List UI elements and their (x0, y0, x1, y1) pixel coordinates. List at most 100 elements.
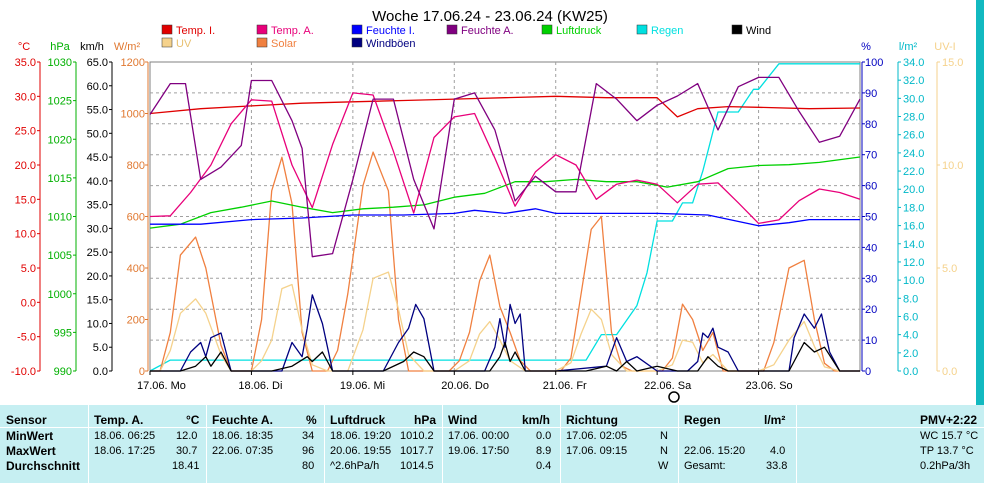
tick-label-solar: 600 (127, 212, 145, 224)
tick-label-solar: 0 (139, 366, 145, 378)
dir-value: N (660, 430, 668, 442)
legend-label: Windböen (366, 38, 416, 50)
legend-swatch (351, 24, 363, 35)
header-wind: Wind (448, 413, 478, 427)
tick-label-solar: 400 (127, 263, 145, 275)
tick-label-hum: 90 (865, 88, 877, 100)
x-tick-label: 20.06. Do (441, 380, 489, 392)
table-divider (206, 405, 207, 483)
series-line-temp-a- (149, 92, 861, 225)
series-line-wind (150, 341, 860, 372)
tick-label-rain: 30.0 (903, 93, 924, 105)
wind-time: 19.06. 17:50 (448, 445, 510, 457)
tick-label-temp: 20.0 (15, 160, 36, 172)
hum-value: 96 (302, 445, 315, 457)
tick-label-solar: 1000 (121, 109, 145, 121)
tick-label-press: 1030 (48, 57, 72, 69)
tick-label-wind: 10.0 (87, 318, 108, 330)
legend-label: UV (176, 38, 192, 50)
tick-label-press: 1010 (48, 212, 72, 224)
tick-label-wind: 55.0 (87, 105, 108, 117)
tick-label-temp: 15.0 (15, 194, 36, 206)
rain-value: 33.8 (766, 460, 788, 472)
press-value: 1010.2 (400, 430, 434, 442)
legend-swatch (446, 24, 458, 35)
dir-time: 17.06. 02:05 (566, 430, 628, 442)
row-label: MinWert (6, 429, 54, 443)
series-line-regen (149, 63, 860, 372)
cursor-marker-icon[interactable] (668, 391, 680, 403)
tick-label-wind: 35.0 (87, 200, 108, 212)
wind-value: 0.0 (536, 430, 552, 442)
table-divider (324, 405, 325, 483)
hum-value: 34 (302, 430, 315, 442)
tick-label-rain: 18.0 (903, 202, 924, 214)
tick-label-rain: 8.0 (903, 293, 918, 305)
row-label: MaxWert (6, 444, 56, 458)
legend-label: Luftdruck (556, 25, 602, 37)
table-divider (88, 405, 89, 483)
press-time: 20.06. 19:55 (330, 445, 392, 457)
temp-value: 30.7 (176, 445, 198, 457)
header-wind-unit: km/h (522, 413, 551, 427)
tick-label-wind: 40.0 (87, 176, 108, 188)
legend-swatch (161, 24, 173, 35)
tick-label-hum: 20 (865, 304, 877, 316)
press-time: ^2.6hPa/h (330, 460, 380, 472)
x-tick-label: 17.06. Mo (137, 380, 186, 392)
press-value: 1014.5 (400, 460, 434, 472)
x-axis-labels: 17.06. Mo 18.06. Di 19.06. Mi 20.06. Do 21.0… (137, 371, 793, 392)
dir-time: 17.06. 09:15 (566, 445, 628, 457)
axis-label-rain: l/m² (899, 41, 918, 53)
tick-label-rain: 34.0 (903, 57, 924, 69)
axis-label-press: hPa (50, 41, 70, 53)
x-tick-label: 22.06. Sa (644, 380, 692, 392)
header-hum: Feuchte A. (212, 413, 273, 427)
header-sensor: Sensor (6, 413, 47, 427)
hum-time: 18.06. 18:35 (212, 430, 274, 442)
tick-label-wind: 65.0 (87, 57, 108, 69)
legend-label: Feuchte I. (366, 25, 415, 37)
tick-label-rain: 6.0 (903, 311, 918, 323)
dir-value: W (658, 460, 669, 472)
axes: °C 35.0 30.0 25.0 20.0 15.0 10.0 5.0 0.0 -5.0 -10.… (11, 41, 964, 378)
legend-swatch (161, 37, 173, 48)
legend-swatch (636, 24, 648, 35)
tick-label-wind: 5.0 (93, 342, 108, 354)
tick-label-press: 990 (54, 366, 72, 378)
x-tick-label: 21.06. Fr (543, 380, 587, 392)
temp-value: 12.0 (176, 430, 198, 442)
temp-time: 18.06. 06:25 (94, 430, 156, 442)
extra-value: TP 13.7 °C (920, 445, 974, 457)
tick-label-temp: -5.0 (17, 332, 36, 344)
weather-chart: Woche 17.06.24 - 23.06.24 (KW25) Temp. I… (11, 8, 964, 403)
legend: Temp. I. Temp. A. Feuchte I. Feuchte A. Luft… (161, 24, 771, 50)
tick-label-temp: 10.0 (15, 229, 36, 241)
plot-grid (149, 61, 861, 372)
legend-swatch (256, 37, 268, 48)
legend-label: Regen (651, 25, 683, 37)
axis-label-solar: W/m² (114, 41, 141, 53)
table-divider (560, 405, 561, 483)
table-divider (678, 405, 679, 483)
chart-title: Woche 17.06.24 - 23.06.24 (KW25) (372, 8, 608, 25)
table-divider (442, 405, 443, 483)
tick-label-wind: 60.0 (87, 81, 108, 93)
tick-label-solar: 1200 (121, 57, 145, 69)
tick-label-hum: 30 (865, 273, 877, 285)
series-line-feuchte-i- (150, 208, 860, 227)
extra-value: 0.2hPa/3h (920, 460, 971, 472)
tick-label-hum: 10 (865, 335, 877, 347)
side-scroll-bar[interactable] (976, 0, 984, 405)
tick-label-uv: 10.0 (942, 160, 963, 172)
tick-label-press: 1015 (48, 173, 72, 185)
tick-label-wind: 20.0 (87, 271, 108, 283)
tick-label-temp: 25.0 (15, 126, 36, 138)
wind-time: 17.06. 00:00 (448, 430, 510, 442)
legend-label: Temp. I. (176, 25, 215, 37)
tick-label-rain: 32.0 (903, 75, 924, 87)
hum-value: 80 (302, 460, 315, 472)
tick-label-uv: 0.0 (942, 366, 957, 378)
table-divider (0, 427, 984, 428)
tick-label-uv: 5.0 (942, 263, 957, 275)
